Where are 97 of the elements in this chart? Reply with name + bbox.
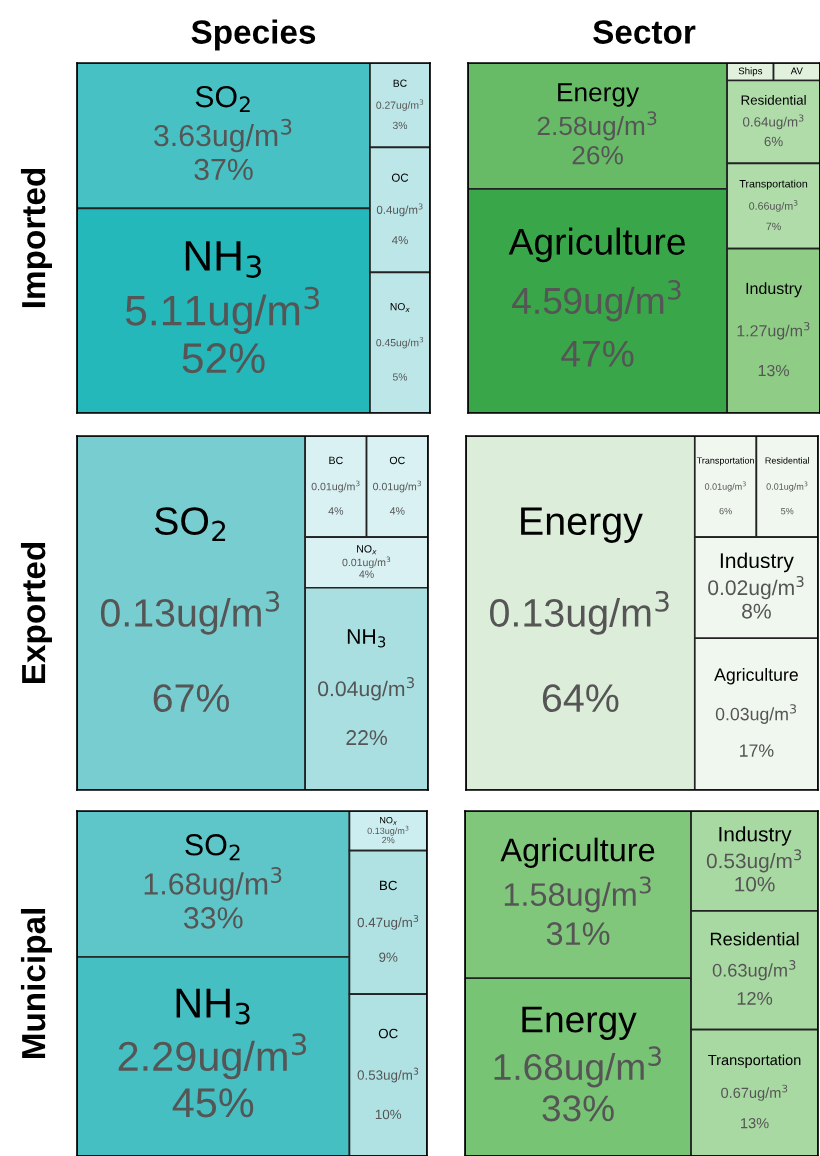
text: 4% xyxy=(328,507,344,515)
category-label: Industry xyxy=(719,826,792,846)
category-label: Residential xyxy=(710,932,799,946)
text: 8% xyxy=(742,603,771,619)
text: 45% xyxy=(172,1088,254,1118)
data-label: 0.47ug/m$^{3}$ xyxy=(357,914,419,930)
text: 9% xyxy=(379,952,398,962)
category-label: OC xyxy=(378,1028,398,1039)
text: 47% xyxy=(561,340,634,367)
category-label: Ships xyxy=(738,67,763,77)
category-label: OC xyxy=(389,456,405,465)
data-label: 0.45ug/m$^{3}$ xyxy=(376,336,424,349)
data-label: 5.11ug/m$^{3}$ xyxy=(125,286,319,335)
text: 6% xyxy=(719,507,732,515)
data-label: 1.27ug/m$^{3}$ xyxy=(737,321,810,340)
category-label: Agriculture xyxy=(508,227,685,263)
data-label: 0.13ug/m$^{3}$ xyxy=(490,590,669,635)
category-label: NH$_{3}$ xyxy=(176,988,250,1025)
category-label: NO$_{x}$ xyxy=(357,545,377,555)
text: 4% xyxy=(359,570,374,578)
data-label: 0.01ug/m$^{3}$ xyxy=(766,481,808,492)
category-label: Agriculture xyxy=(714,667,798,685)
text: Species xyxy=(191,19,316,51)
data-label: 1.68ug/m$^{3}$ xyxy=(144,866,282,901)
category-label: NO$_{x}$ xyxy=(390,302,410,312)
category-label: BC xyxy=(380,880,397,891)
text: 5% xyxy=(781,507,794,515)
text: 33% xyxy=(542,1095,614,1122)
category-label: SO$_{2}$ xyxy=(195,85,250,113)
category-label: NH$_{3}$ xyxy=(185,241,261,278)
data-label: 2.29ug/m$^{3}$ xyxy=(118,1033,307,1080)
category-label: Industry xyxy=(720,552,794,573)
category-label: SO$_{2}$ xyxy=(185,834,240,861)
category-label: Transportation xyxy=(696,457,754,466)
data-label: 0.04ug/m$^{3}$ xyxy=(318,677,414,701)
category-label: NH$_{3}$ xyxy=(347,629,386,648)
text: 2% xyxy=(382,836,395,844)
category-label: OC xyxy=(391,173,409,182)
text: 4% xyxy=(391,236,408,245)
category-label: Agriculture xyxy=(500,837,655,868)
text: 7% xyxy=(766,222,781,231)
category-label: Energy xyxy=(522,1006,637,1040)
category-label: BC xyxy=(329,456,343,465)
text: 6% xyxy=(764,136,783,147)
text: 4% xyxy=(389,507,405,515)
text: 22% xyxy=(346,730,388,746)
category-label: Energy xyxy=(521,507,643,543)
text: 31% xyxy=(546,922,610,946)
category-label: Residential xyxy=(741,94,806,105)
text: 10% xyxy=(375,1109,402,1120)
data-label: 0.67ug/m$^{3}$ xyxy=(721,1084,788,1101)
data-label: 0.53ug/m$^{3}$ xyxy=(357,1067,419,1083)
text: 17% xyxy=(740,744,774,757)
text: 26% xyxy=(572,145,623,165)
text: 67% xyxy=(153,684,230,713)
data-label: 0.13ug/m$^{3}$ xyxy=(367,825,409,836)
data-label: 0.01ug/m$^{3}$ xyxy=(373,480,421,493)
data-label: 0.03ug/m$^{3}$ xyxy=(715,704,797,724)
data-label: 0.53ug/m$^{3}$ xyxy=(706,849,802,873)
category-label: Transportation xyxy=(739,179,808,190)
text: Municipal xyxy=(20,909,52,1059)
text: 10% xyxy=(735,876,775,892)
text: 33% xyxy=(183,907,243,929)
category-label: AV xyxy=(790,67,803,75)
text: 64% xyxy=(542,684,619,713)
data-label: 0.01ug/m$^{3}$ xyxy=(704,481,746,492)
category-label: Industry xyxy=(746,282,803,298)
text: 12% xyxy=(737,991,773,1005)
text: 13% xyxy=(741,1118,769,1129)
data-label: 0.64ug/m$^{3}$ xyxy=(742,114,804,130)
text: 13% xyxy=(758,364,790,377)
data-label: 0.27ug/m$^{3}$ xyxy=(376,99,424,111)
text: 52% xyxy=(182,343,265,374)
text: 3% xyxy=(392,121,408,130)
data-label: 3.63ug/m$^{3}$ xyxy=(154,118,292,153)
category-label: BC xyxy=(393,79,407,87)
data-label: 0.13ug/m$^{3}$ xyxy=(100,590,280,635)
data-label: 0.02ug/m$^{3}$ xyxy=(708,575,804,600)
data-label: 2.58ug/m$^{3}$ xyxy=(537,111,657,141)
category-label: Energy xyxy=(558,83,640,107)
data-label: 0.01ug/m$^{3}$ xyxy=(342,556,391,569)
category-label: NO$_{x}$ xyxy=(380,816,397,825)
category-label: Transportation xyxy=(708,1054,801,1069)
data-label: 1.68ug/m$^{3}$ xyxy=(494,1046,661,1088)
data-label: 4.59ug/m$^{3}$ xyxy=(512,280,681,322)
text: 5% xyxy=(392,373,408,381)
text: Imported xyxy=(20,168,52,308)
data-label: 0.66ug/m$^{3}$ xyxy=(749,200,798,212)
data-label: 0.63ug/m$^{3}$ xyxy=(712,960,796,981)
data-label: 0.01ug/m$^{3}$ xyxy=(311,480,360,493)
category-label: Residential xyxy=(765,457,809,464)
text: Sector xyxy=(593,20,696,44)
data-label: 1.58ug/m$^{3}$ xyxy=(504,876,651,913)
text: 37% xyxy=(194,158,253,181)
text: Exported xyxy=(20,542,52,683)
category-label: SO$_{2}$ xyxy=(154,507,226,542)
data-label: 0.4ug/m$^{3}$ xyxy=(376,203,423,217)
